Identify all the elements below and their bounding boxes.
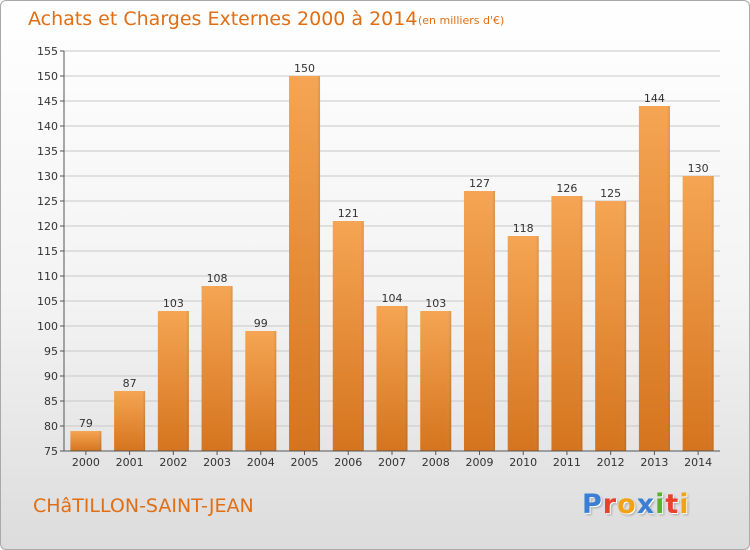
- logo-letter: x: [636, 489, 656, 520]
- data-label-2003: 108: [207, 272, 228, 285]
- y-tick-label: 135: [37, 145, 58, 158]
- bar-shade: [201, 286, 233, 451]
- y-tick-label: 155: [37, 45, 58, 58]
- logo-letter: r: [602, 489, 618, 520]
- data-label-2002: 103: [163, 297, 184, 310]
- bar-shade: [70, 431, 102, 451]
- x-tick-label-2003: 2003: [203, 456, 231, 469]
- y-tick-label: 80: [44, 420, 58, 433]
- x-tick-label-2010: 2010: [509, 456, 537, 469]
- proxiti-logo: Proxiti: [582, 489, 690, 520]
- data-label-2001: 87: [123, 377, 137, 390]
- x-tick-label-2014: 2014: [684, 456, 712, 469]
- x-tick-label-2006: 2006: [334, 456, 362, 469]
- data-label-2012: 125: [600, 187, 621, 200]
- data-label-2007: 104: [382, 292, 403, 305]
- y-tick-label: 140: [37, 120, 58, 133]
- data-label-2000: 79: [79, 417, 93, 430]
- y-tick-label: 150: [37, 70, 58, 83]
- data-label-2008: 103: [425, 297, 446, 310]
- y-tick-label: 130: [37, 170, 58, 183]
- bar-shade: [507, 236, 539, 451]
- x-tick-label-2013: 2013: [640, 456, 668, 469]
- y-tick-label: 145: [37, 95, 58, 108]
- y-tick-label: 90: [44, 370, 58, 383]
- y-tick-label: 95: [44, 345, 58, 358]
- logo-letter: P: [582, 489, 603, 520]
- x-tick-label-2004: 2004: [247, 456, 275, 469]
- x-tick-label-2011: 2011: [553, 456, 581, 469]
- data-label-2009: 127: [469, 177, 490, 190]
- bars: [70, 76, 714, 451]
- data-label-2004: 99: [254, 317, 268, 330]
- x-tick-label-2001: 2001: [116, 456, 144, 469]
- logo-letter: i: [655, 489, 666, 520]
- data-label-2014: 130: [688, 162, 709, 175]
- y-tick-label: 110: [37, 270, 58, 283]
- logo-letter: i: [679, 489, 690, 520]
- bar-shade: [289, 76, 321, 451]
- y-tick-label: 105: [37, 295, 58, 308]
- x-tick-label-2008: 2008: [422, 456, 450, 469]
- bar-shade: [245, 331, 277, 451]
- data-label-2006: 121: [338, 207, 359, 220]
- data-label-2013: 144: [644, 92, 665, 105]
- x-tick-label-2009: 2009: [465, 456, 493, 469]
- y-tick-label: 125: [37, 195, 58, 208]
- logo-letter: t: [665, 489, 680, 520]
- logo-letter: o: [617, 489, 637, 520]
- x-tick-label-2005: 2005: [291, 456, 319, 469]
- y-tick-label: 85: [44, 395, 58, 408]
- x-tick-label-2012: 2012: [597, 456, 625, 469]
- bar-shade: [420, 311, 452, 451]
- bar-shade: [638, 106, 670, 451]
- axes: 75 80 85 90 95 100 105 110 115 120 125 130 135 140 145…: [37, 45, 720, 469]
- bar-shade: [682, 176, 714, 451]
- y-tick-label: 75: [44, 445, 58, 458]
- commune-name: CHâTILLON-SAINT-JEAN: [33, 495, 254, 517]
- chart-subtitle: (en milliers d'€): [418, 14, 505, 27]
- data-labels: 79 87 103 108 99 150 121 104 103 127 118 126 125 144 1…: [79, 62, 709, 430]
- data-label-2011: 126: [556, 182, 577, 195]
- data-label-2005: 150: [294, 62, 315, 75]
- bar-shade: [551, 196, 583, 451]
- bar-shade: [463, 191, 495, 451]
- bar-shade: [114, 391, 146, 451]
- x-tick-label-2000: 2000: [72, 456, 100, 469]
- x-tick-label-2007: 2007: [378, 456, 406, 469]
- bar-shade: [595, 201, 627, 451]
- chart-title: Achats et Charges Externes 2000 à 2014: [28, 8, 418, 30]
- bar-shade: [157, 311, 189, 451]
- bar-shade: [332, 221, 364, 451]
- y-tick-label: 115: [37, 245, 58, 258]
- data-label-2010: 118: [513, 222, 534, 235]
- x-tick-label-2002: 2002: [159, 456, 187, 469]
- bar-shade: [376, 306, 408, 451]
- y-tick-label: 120: [37, 220, 58, 233]
- y-tick-label: 100: [37, 320, 58, 333]
